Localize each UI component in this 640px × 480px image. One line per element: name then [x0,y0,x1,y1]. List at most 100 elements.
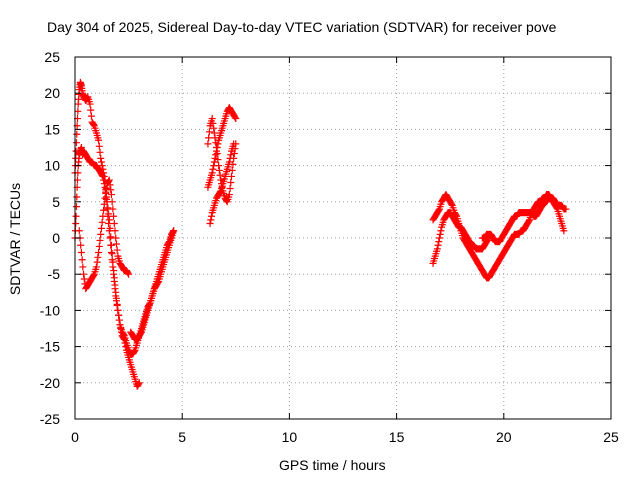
data-point-marker [124,269,132,277]
data-point-marker [145,300,153,308]
data-point-marker [210,124,218,132]
data-point-marker [228,172,236,180]
data-point-marker [227,151,235,159]
data-point-marker [107,248,115,256]
data-point-marker [227,178,235,186]
data-point-marker [437,227,445,235]
data-point-marker [113,300,121,308]
data-point-marker [204,140,212,148]
data-point-marker [110,274,118,282]
data-point-marker [107,186,115,194]
x-tick-label: 10 [282,429,298,445]
data-point-marker [212,151,220,159]
data-points [71,78,570,390]
data-point-marker [109,205,117,213]
data-point-marker [112,288,120,296]
data-point-marker [108,250,116,258]
data-point-marker [130,347,138,355]
data-point-marker [96,148,104,156]
data-point-marker [100,200,108,208]
data-point-marker [87,106,95,114]
data-point-marker [560,227,568,235]
y-tick-label: 15 [44,121,60,137]
y-tick-label: 10 [44,158,60,174]
data-point-marker [79,263,87,271]
data-point-marker [83,94,91,102]
data-point-marker [72,212,80,220]
series-segment-9 [429,209,493,267]
series-segment-4 [127,227,178,343]
data-point-marker [435,206,443,214]
data-point-marker [205,134,213,142]
y-tick-label: 20 [44,85,60,101]
data-point-marker [95,142,103,150]
data-point-marker [77,248,85,256]
data-point-marker [74,169,82,177]
data-point-marker [135,380,143,388]
data-point-marker [105,176,113,184]
data-point-marker [90,271,98,279]
data-point-marker [74,107,82,115]
data-point-marker [109,258,117,266]
y-tick-label: -10 [40,302,60,318]
y-tick-label: -20 [40,375,60,391]
axis-ticks: 0 5 10 15 20 25 -25 -20 -15 -10 -5 0 5 10 15 20 25 [40,49,619,445]
data-point-marker [72,220,80,228]
data-point-marker [209,119,217,127]
data-point-marker [102,193,110,201]
data-point-marker [206,220,214,228]
data-point-marker [114,306,122,314]
data-point-marker [210,162,218,170]
data-point-marker [94,253,102,261]
data-point-marker [210,129,218,137]
data-point-marker [216,171,224,179]
x-tick-label: 0 [71,429,79,445]
data-point-marker [226,185,234,193]
data-point-marker [448,200,456,208]
series-segment-6 [206,140,238,228]
data-point-marker [90,121,98,129]
data-point-marker [120,331,128,339]
data-point-marker [105,210,113,218]
data-point-marker [225,191,233,199]
data-point-marker [214,140,222,148]
data-point-marker [80,270,88,278]
data-point-marker [97,154,105,162]
y-tick-label: -5 [48,266,61,282]
data-point-marker [108,198,116,206]
data-point-marker [97,230,105,238]
x-tick-label: 15 [389,429,405,445]
data-point-marker [101,194,109,202]
data-point-marker [107,241,115,249]
y-tick-label: -15 [40,339,60,355]
data-point-marker [113,246,121,254]
data-point-marker [111,227,119,235]
data-point-marker [228,166,236,174]
data-point-marker [226,154,234,162]
data-point-marker [72,139,80,147]
data-point-marker [105,216,113,224]
data-point-marker [115,311,123,319]
data-point-marker [96,236,104,244]
data-point-marker [107,233,115,241]
data-point-marker [106,224,114,232]
data-point-marker [102,189,110,197]
y-tick-label: 25 [44,49,60,65]
data-point-marker [525,217,533,225]
data-point-marker [215,166,223,174]
data-point-marker [209,165,217,173]
data-point-marker [77,241,85,249]
data-point-marker [87,112,95,120]
data-point-marker [112,240,120,248]
series-segment-1 [71,78,143,390]
data-point-marker [73,130,81,138]
x-tick-label: 25 [603,429,619,445]
data-point-marker [97,224,105,232]
y-tick-label: 5 [52,194,60,210]
data-point-marker [95,248,103,256]
series-segment-2 [71,144,178,358]
data-point-marker [95,242,103,250]
data-point-marker [98,171,106,179]
data-point-marker [210,158,218,166]
